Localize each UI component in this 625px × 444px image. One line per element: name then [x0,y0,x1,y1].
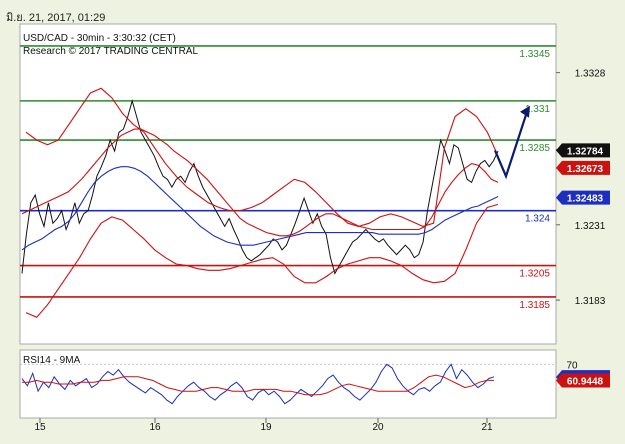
tags-layer: 1.33281.32791.32311.3183701.327841.32673… [556,69,610,388]
x-axis: 15 16 19 20 21 [34,418,493,433]
rsi-layer [20,363,556,405]
chart-title: USD/CAD - 30min - 3:30:32 (CET) [23,33,176,44]
price-series-1 [21,128,499,237]
level-label-5: 1.3185 [519,300,550,311]
price-tag-0-box [556,143,610,158]
y-tick-label-3: 1.3183 [575,296,606,307]
x-tick-label-1: 16 [149,422,161,433]
price-series-0 [21,99,499,275]
price-series-2 [21,166,499,251]
forecast-arrow-head [520,105,530,118]
y-tick-label-2: 1.3231 [575,221,606,232]
rsi-series-1 [22,374,494,396]
rsi-tag-1-label: 60.9448 [567,377,604,388]
level-label-1: 1.331 [525,104,550,115]
price-tag-0-label: 1.32784 [567,146,604,157]
rsi-plot-area [19,349,557,419]
series-layer [21,87,530,318]
level-label-2: 1.3285 [519,143,550,154]
timestamp: มิ.ย. 21, 2017, 01:29 [6,12,106,24]
rsi-series-0 [21,363,495,405]
price-tag-2-box [556,190,610,205]
rsi-title: RSI14 - 9MA [23,355,81,366]
level-label-0: 1.3345 [519,49,550,60]
forecast-arrow-line [493,108,530,180]
rsi-tag-1-box [556,373,610,388]
price-tag-2-label: 1.32483 [567,194,604,205]
x-tick-label-0: 15 [34,422,46,433]
levels-layer: 1.3345 1.331 1.3285 1.324 1.3205 1.3185 [20,45,556,311]
price-tag-1-label: 1.32673 [567,164,604,175]
price-series-4 [25,203,499,318]
y-tick-label-0: 1.3328 [575,69,606,80]
x-tick-label-2: 19 [260,422,272,433]
level-label-4: 1.3205 [519,269,550,280]
chart-subtitle: Research © 2017 TRADING CENTRAL [23,46,198,57]
x-tick-label-4: 21 [481,422,493,433]
price-series-3 [25,87,499,227]
x-tick-label-3: 20 [372,422,384,433]
rsi-tick-label-0: 70 [566,360,578,371]
level-label-3: 1.324 [525,214,550,225]
price-tag-1-box [556,160,610,175]
